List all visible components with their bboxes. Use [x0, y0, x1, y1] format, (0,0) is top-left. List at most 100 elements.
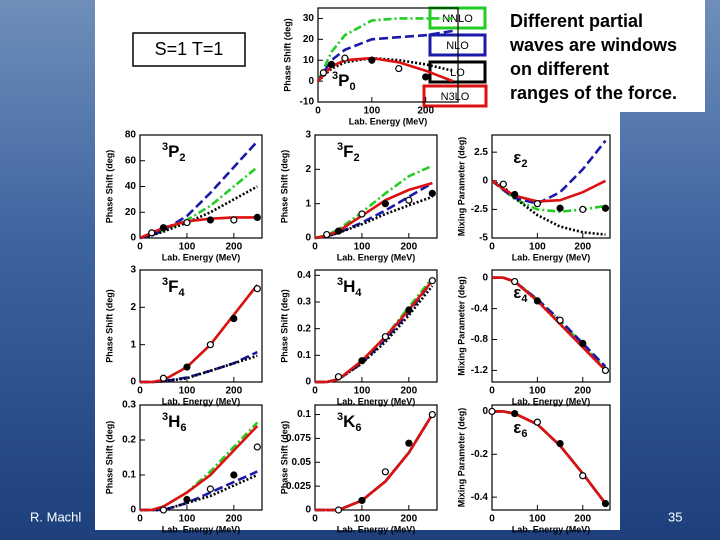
x-tick-label: 100 — [179, 242, 196, 253]
data-point — [381, 200, 389, 208]
x-axis-label: Lab. Energy (MeV) — [337, 396, 416, 406]
data-point — [206, 341, 214, 349]
y-tick-label: 10 — [303, 55, 315, 66]
data-point — [422, 73, 430, 81]
curve — [139, 140, 259, 240]
x-tick-label: 100 — [529, 514, 546, 525]
y-axis-label: Phase Shift (deg) — [279, 150, 289, 224]
y-tick-label: 20 — [125, 207, 137, 218]
legend-label: N3LO — [441, 91, 470, 103]
y-tick-label: 0 — [308, 76, 314, 87]
x-tick-label: 100 — [529, 386, 546, 397]
y-tick-label: 3 — [305, 130, 311, 141]
panel-label-sup: 3 — [162, 276, 168, 288]
curve — [316, 29, 453, 82]
data-point — [334, 506, 343, 514]
y-tick-label: 1 — [305, 198, 311, 209]
x-tick-label: 200 — [226, 386, 243, 397]
plot-frame — [491, 134, 611, 239]
x-tick-label: 200 — [401, 514, 418, 525]
panel-label-main: H — [168, 412, 180, 431]
y-axis-label: Phase Shift (deg) — [279, 421, 289, 495]
y-tick-label: 2.5 — [474, 147, 488, 158]
y-axis-label: Mixing Parameter (deg) — [456, 137, 466, 237]
panel-label-sup: 3 — [337, 141, 343, 153]
x-tick-label: 100 — [354, 386, 371, 397]
panel-label-sub: 2 — [179, 152, 185, 164]
y-axis-label: Mixing Parameter (deg) — [456, 408, 466, 508]
data-point — [206, 485, 214, 493]
x-tick-label: 100 — [354, 514, 371, 525]
data-point — [183, 495, 191, 504]
data-point — [511, 409, 519, 418]
data-point — [381, 333, 389, 341]
data-point — [488, 407, 496, 416]
y-tick-label: 20 — [303, 34, 315, 45]
data-point — [230, 216, 238, 224]
y-tick-label: 0 — [482, 272, 488, 283]
panel-label-sub: 0 — [349, 81, 355, 93]
panel-label-sub: 2 — [521, 158, 527, 170]
panel-label: 3H4 — [337, 276, 362, 299]
data-point — [499, 180, 507, 188]
y-axis-label: Phase Shift (deg) — [104, 289, 114, 363]
x-tick-label: 200 — [226, 514, 243, 525]
data-point — [327, 60, 336, 69]
data-point — [381, 468, 389, 476]
panel-label-sub: 4 — [178, 287, 185, 299]
x-tick-label: 0 — [312, 514, 318, 525]
x-axis-label: Lab. Energy (MeV) — [337, 524, 416, 534]
plot-frame — [314, 134, 438, 239]
x-axis-label: Lab. Energy (MeV) — [337, 252, 416, 262]
data-point — [556, 316, 564, 324]
data-point — [579, 339, 587, 347]
panel-label: 3F4 — [162, 276, 186, 299]
y-tick-label: -0.8 — [471, 334, 489, 345]
y-tick-label: 0 — [305, 505, 311, 516]
y-tick-label: -5 — [479, 233, 488, 244]
y-tick-label: -10 — [300, 97, 315, 108]
data-point — [368, 56, 376, 64]
data-point — [428, 277, 436, 285]
panel-label-sup: 3 — [337, 276, 343, 288]
data-point — [183, 363, 191, 371]
panel-label: 3K6 — [337, 411, 362, 434]
y-tick-label: 2 — [130, 302, 136, 313]
plot-frame — [491, 269, 611, 383]
panel-label: 3F2 — [337, 141, 360, 164]
data-point — [334, 227, 343, 235]
x-tick-label: 100 — [364, 106, 381, 117]
y-tick-label: 0.2 — [122, 435, 136, 446]
spin-label: S=1 T=1 — [155, 39, 224, 59]
y-tick-label: -0.2 — [471, 449, 489, 460]
data-point — [395, 64, 403, 73]
plot-frame — [139, 269, 263, 383]
y-tick-label: 0 — [130, 505, 136, 516]
y-tick-label: 0.3 — [297, 297, 311, 308]
panel-label-main: ε — [513, 148, 521, 167]
y-tick-label: -1.2 — [471, 365, 489, 376]
panel-label-main: ε — [513, 418, 521, 437]
y-tick-label: 0 — [130, 377, 136, 388]
y-tick-label: 3 — [130, 265, 136, 276]
x-tick-label: 0 — [312, 386, 318, 397]
x-tick-label: 0 — [312, 242, 318, 253]
x-tick-label: 100 — [179, 514, 196, 525]
data-point — [148, 229, 156, 237]
spin-box — [132, 32, 246, 67]
y-tick-label: 0.1 — [297, 350, 311, 361]
curve — [314, 195, 433, 240]
plot-frame — [314, 269, 438, 383]
panel-label: 3H6 — [162, 411, 187, 434]
curve — [140, 354, 258, 384]
data-point — [159, 506, 168, 514]
data-point — [601, 499, 610, 508]
panel-label-main: P — [338, 71, 349, 90]
x-axis-label: Lab. Energy (MeV) — [162, 524, 241, 534]
data-point — [159, 374, 168, 382]
y-tick-label: -2.5 — [471, 204, 489, 215]
data-point — [230, 314, 238, 323]
panel-label: 3P0 — [332, 70, 356, 93]
curve — [140, 425, 259, 512]
x-tick-label: 200 — [401, 242, 418, 253]
